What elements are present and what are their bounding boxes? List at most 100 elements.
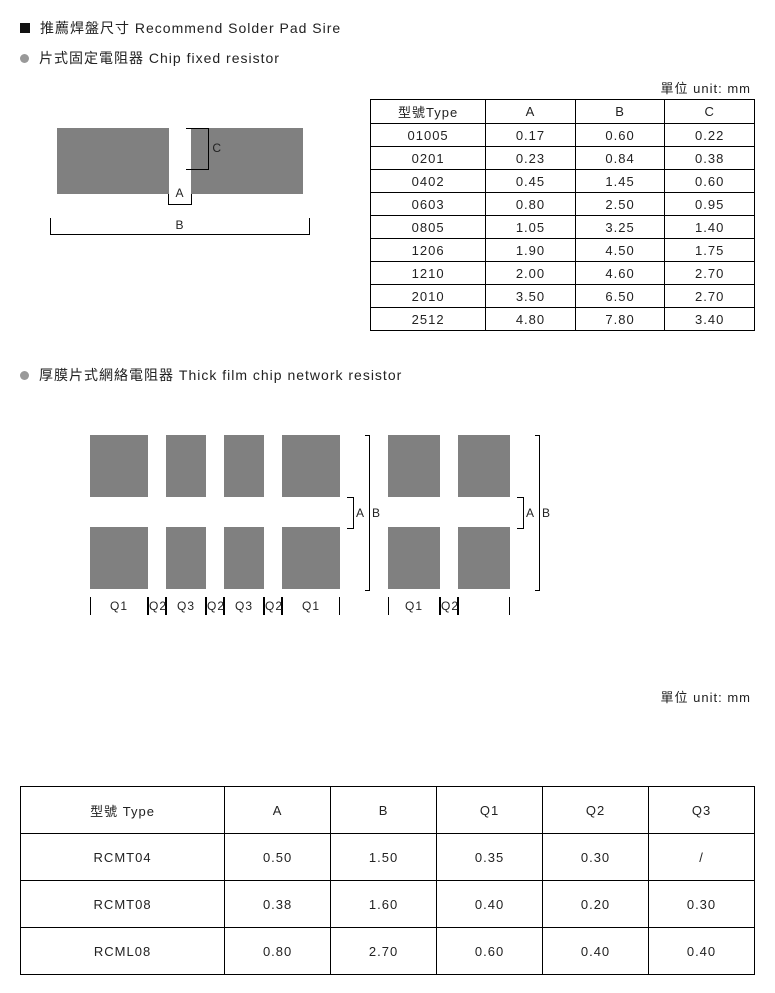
table-cell: 2.70 <box>665 262 755 285</box>
table-header-cell: C <box>665 100 755 124</box>
table-cell: 0.17 <box>486 124 576 147</box>
dimension-seg: Q2 <box>148 597 166 615</box>
pad <box>282 435 340 497</box>
table-cell: 0.50 <box>225 834 331 881</box>
table-cell: 1.40 <box>665 216 755 239</box>
dimension-seg: Q2 <box>264 597 282 615</box>
unit-label-1: 單位 unit: mm <box>370 78 751 97</box>
table-cell: RCMT04 <box>21 834 225 881</box>
pad <box>166 527 206 589</box>
pad <box>90 435 148 497</box>
table-cell: 1.45 <box>575 170 665 193</box>
bullet-circle <box>20 371 29 380</box>
network-diagram-right: ABQ1Q2 <box>388 435 510 627</box>
dimension-q-row: Q1Q2Q3Q2Q3Q2Q1 <box>90 597 340 627</box>
table-cell: 01005 <box>371 124 486 147</box>
unit-label-2: 單位 unit: mm <box>20 687 751 706</box>
dimension-ab: AB <box>344 435 364 589</box>
table-header-cell: B <box>575 100 665 124</box>
dimension-c-label: C <box>212 141 222 155</box>
table-header-cell: B <box>331 787 437 834</box>
table-cell: RCMT08 <box>21 881 225 928</box>
diagram-network-resistor: ABQ1Q2Q3Q2Q3Q2Q1 ABQ1Q2 <box>90 435 755 627</box>
dimension-b-label: B <box>372 506 381 520</box>
table-cell: / <box>649 834 755 881</box>
table-cell: 3.40 <box>665 308 755 331</box>
table-cell: 1.90 <box>486 239 576 262</box>
pad-row <box>90 435 340 497</box>
table-cell: 1.05 <box>486 216 576 239</box>
dimension-seg-label: Q2 <box>441 599 457 613</box>
pad-row <box>90 527 340 589</box>
pad <box>388 435 440 497</box>
table-cell: 0603 <box>371 193 486 216</box>
table-cell: 2.00 <box>486 262 576 285</box>
pad-row <box>388 435 510 497</box>
table-row: 02010.230.840.38 <box>371 147 755 170</box>
table-cell: 0.30 <box>649 881 755 928</box>
table-cell: 0201 <box>371 147 486 170</box>
sub-title-1: 片式固定電阻器 Chip fixed resistor <box>20 48 755 68</box>
pad <box>224 435 264 497</box>
table-chip-resistor: 型號TypeABC 010050.170.600.2202010.230.840… <box>370 99 755 331</box>
table-row: 010050.170.600.22 <box>371 124 755 147</box>
table-cell: 0.23 <box>486 147 576 170</box>
pad <box>458 527 510 589</box>
dimension-seg: Q3 <box>224 597 264 615</box>
table-cell: 0.80 <box>225 928 331 975</box>
table-cell: 1206 <box>371 239 486 262</box>
table-cell: 0.60 <box>575 124 665 147</box>
table-header-cell: A <box>225 787 331 834</box>
table-cell: 7.80 <box>575 308 665 331</box>
table-network-resistor: 型號 TypeABQ1Q2Q3 RCMT040.501.500.350.30/R… <box>20 786 755 975</box>
pad <box>282 527 340 589</box>
network-diagram-left: ABQ1Q2Q3Q2Q3Q2Q1 <box>90 435 340 627</box>
dimension-b: B <box>535 435 540 591</box>
table-cell: 0.40 <box>437 881 543 928</box>
dimension-seg: Q1 <box>282 597 340 615</box>
table-row: RCMT080.381.600.400.200.30 <box>21 881 755 928</box>
dimension-seg-label: Q3 <box>225 599 263 613</box>
table-cell: 1210 <box>371 262 486 285</box>
table-row: RCMT040.501.500.350.30/ <box>21 834 755 881</box>
dimension-seg-label: Q1 <box>389 599 439 613</box>
table-row: 04020.451.450.60 <box>371 170 755 193</box>
pad <box>388 527 440 589</box>
table-cell: 0.30 <box>543 834 649 881</box>
table-header-cell: Q3 <box>649 787 755 834</box>
table-header-cell: Q1 <box>437 787 543 834</box>
dimension-seg <box>458 597 510 615</box>
pad-row <box>388 527 510 589</box>
table-cell: 3.50 <box>486 285 576 308</box>
main-title-text: 推薦焊盤尺寸 Recommend Solder Pad Sire <box>40 18 341 38</box>
table-cell: 2.70 <box>665 285 755 308</box>
table-cell: 0.20 <box>543 881 649 928</box>
dimension-a-label: A <box>356 506 365 520</box>
dimension-b-label: B <box>51 218 309 232</box>
pad <box>166 435 206 497</box>
table-row: RCML080.802.700.600.400.40 <box>21 928 755 975</box>
pad <box>90 527 148 589</box>
table-cell: 0.95 <box>665 193 755 216</box>
table-cell: 0.40 <box>543 928 649 975</box>
dimension-b: B <box>365 435 370 591</box>
table-cell: 0.60 <box>437 928 543 975</box>
table-row: 12102.004.602.70 <box>371 262 755 285</box>
table-cell: 2512 <box>371 308 486 331</box>
table-cell: 0.45 <box>486 170 576 193</box>
sub-title-2-text: 厚膜片式網絡電阻器 Thick film chip network resist… <box>39 365 402 385</box>
dimension-seg: Q2 <box>440 597 458 615</box>
dimension-seg: Q1 <box>90 597 148 615</box>
table-cell: 2010 <box>371 285 486 308</box>
table-header-cell: Q2 <box>543 787 649 834</box>
dimension-seg-label: Q2 <box>265 599 281 613</box>
dimension-seg-label: Q2 <box>207 599 223 613</box>
table-cell: 4.80 <box>486 308 576 331</box>
table-cell: 1.75 <box>665 239 755 262</box>
dimension-seg-label: Q1 <box>91 599 147 613</box>
table-cell: 0.38 <box>665 147 755 170</box>
table-cell: 0.35 <box>437 834 543 881</box>
dimension-seg-label: Q1 <box>283 599 339 613</box>
table-cell: 0.22 <box>665 124 755 147</box>
sub-title-1-text: 片式固定電阻器 Chip fixed resistor <box>39 48 280 68</box>
